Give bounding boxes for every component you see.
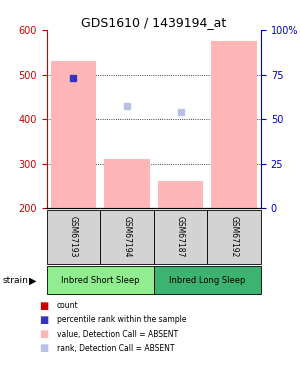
Text: GSM67193: GSM67193 <box>69 216 78 258</box>
Text: ■: ■ <box>39 344 48 353</box>
Text: percentile rank within the sample: percentile rank within the sample <box>57 315 187 324</box>
Text: ■: ■ <box>39 315 48 325</box>
Bar <box>207 210 261 264</box>
Bar <box>154 210 207 264</box>
Bar <box>100 210 154 264</box>
Text: value, Detection Call = ABSENT: value, Detection Call = ABSENT <box>57 330 178 339</box>
Text: GSM67192: GSM67192 <box>230 216 239 258</box>
Bar <box>104 159 150 208</box>
Bar <box>46 266 154 294</box>
Text: ■: ■ <box>39 301 48 310</box>
Text: Inbred Short Sleep: Inbred Short Sleep <box>61 276 140 285</box>
Text: ▶: ▶ <box>28 275 36 285</box>
Bar <box>154 266 261 294</box>
Text: GSM67187: GSM67187 <box>176 216 185 258</box>
Title: GDS1610 / 1439194_at: GDS1610 / 1439194_at <box>81 16 226 29</box>
Text: GSM67194: GSM67194 <box>122 216 131 258</box>
Bar <box>50 61 96 208</box>
Bar <box>46 210 100 264</box>
Text: Inbred Long Sleep: Inbred Long Sleep <box>169 276 246 285</box>
Text: count: count <box>57 301 79 310</box>
Text: strain: strain <box>3 276 29 285</box>
Bar <box>212 41 257 208</box>
Text: rank, Detection Call = ABSENT: rank, Detection Call = ABSENT <box>57 344 175 353</box>
Text: ■: ■ <box>39 329 48 339</box>
Bar <box>158 180 203 208</box>
